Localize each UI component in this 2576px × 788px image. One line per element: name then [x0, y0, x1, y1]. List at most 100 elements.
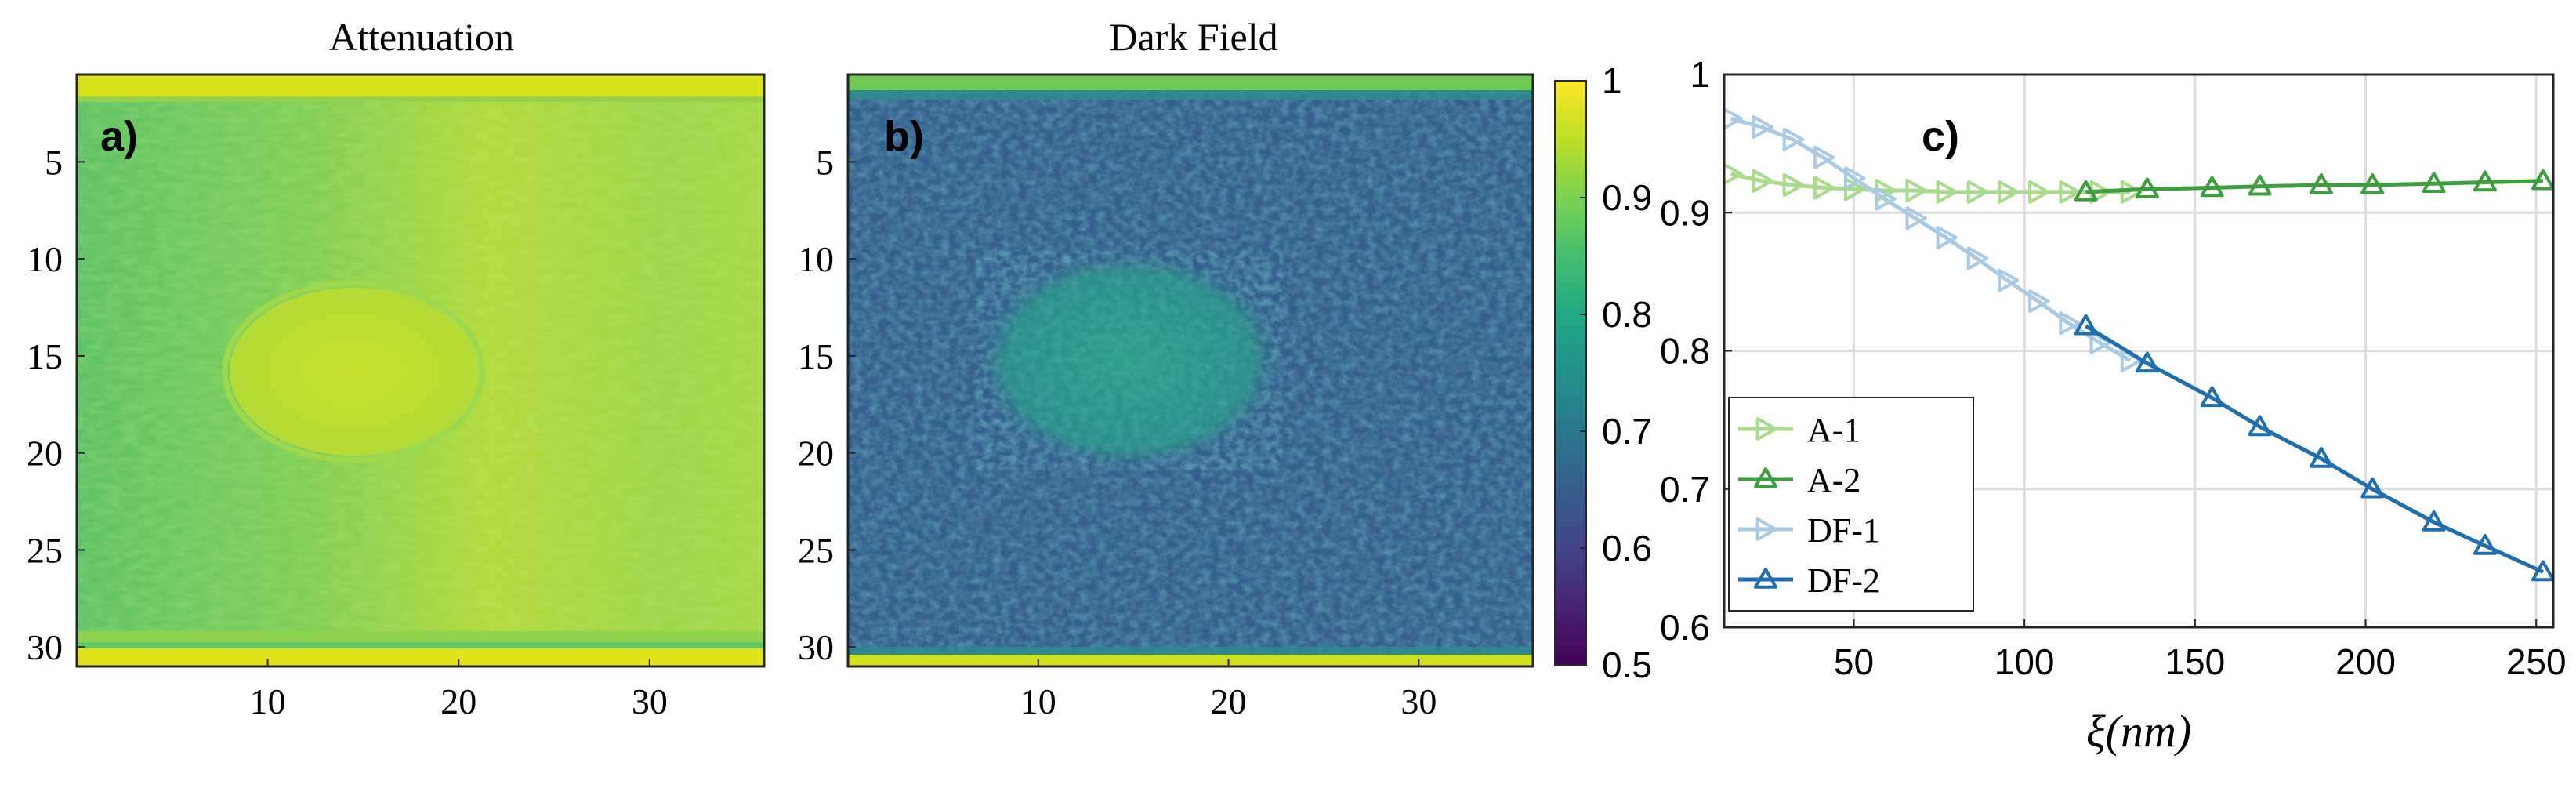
y-tick-label: 0.9: [1660, 192, 1710, 233]
panel-a-title: Attenuation: [329, 15, 514, 59]
panel-b-xtick-label: 10: [1020, 681, 1056, 721]
y-tick-label: 0.6: [1660, 607, 1710, 648]
data-point-df-2: [2200, 386, 2224, 408]
legend-label-df-2: DF-2: [1807, 561, 1880, 600]
data-point-a-1: [1724, 162, 1743, 186]
legend-marker-df-1: [1755, 517, 1777, 541]
chart-series: [1724, 107, 2553, 582]
data-point-a-1: [1813, 176, 1835, 200]
data-point-a-2: [2309, 173, 2333, 194]
panel-b-ytick-label: 20: [798, 434, 834, 474]
data-point-a-2: [2074, 180, 2098, 202]
series-line-a-2: [2085, 179, 2543, 194]
panel-b-label: b): [884, 113, 924, 160]
data-point-df-2: [2360, 477, 2385, 499]
panel-a-ytick-label: 5: [45, 142, 63, 182]
data-point-a-2: [2473, 170, 2497, 192]
data-point-df-2: [2531, 560, 2553, 582]
legend-label-a-2: A-2: [1807, 461, 1860, 499]
data-point-a-1: [2028, 180, 2050, 204]
panel-a-ytick-label: 20: [27, 434, 63, 474]
data-point-a-1: [2059, 180, 2081, 204]
panel-attenuation: Attenuation a) 10 20 30 5 10 15 20 25 30: [27, 15, 766, 721]
panel-a-frame: [75, 73, 766, 668]
x-tick-label: 250: [2506, 641, 2567, 682]
data-point-df-1: [2028, 289, 2050, 314]
legend-marker-a-1: [1755, 417, 1777, 441]
panel-a-label: a): [100, 113, 138, 160]
colorbar-tick-label: 0.6: [1602, 528, 1652, 568]
colorbar-tick-label: 1: [1602, 60, 1622, 101]
chart-legend: A-1 A-2 DF-1 DF-2: [1728, 397, 1974, 612]
panel-a-ytick-label: 15: [27, 336, 63, 376]
colorbar-ticks: 0.5 0.6 0.7 0.8 0.9 1: [1580, 60, 1652, 685]
panel-a-ytick-label: 25: [27, 530, 63, 570]
data-point-a-1: [1966, 180, 1989, 204]
legend-label-a-1: A-1: [1807, 411, 1860, 449]
x-axis-label: ξ(nm): [2086, 706, 2191, 757]
data-point-df-1: [1936, 225, 1958, 249]
data-point-a-1: [1936, 180, 1958, 204]
panel-b-ytick-label: 30: [798, 627, 834, 667]
data-point-df-1: [1966, 246, 1989, 271]
panel-b-xtick-label: 30: [1400, 681, 1437, 721]
panel-a-ytick-label: 30: [27, 627, 63, 667]
y-tick-label: 0.8: [1660, 331, 1710, 372]
colorbar: 0.5 0.6 0.7 0.8 0.9 1: [1554, 60, 1652, 685]
data-point-a-1: [1905, 179, 1927, 203]
data-point-a-2: [2135, 177, 2159, 199]
x-tick-label: 200: [2335, 641, 2396, 682]
panel-b-xtick-label: 20: [1211, 681, 1247, 721]
attenuation-image: [77, 74, 764, 666]
chart-axes: 50 100 150 200 250 0.6 0.7 0.8 0.9 1: [1660, 54, 2567, 682]
data-point-df-1: [1813, 145, 1835, 169]
data-point-a-2: [2531, 169, 2553, 191]
colorbar-tick-label: 0.7: [1602, 411, 1652, 452]
data-point-df-2: [2473, 534, 2497, 555]
data-point-a-2: [2422, 172, 2446, 193]
data-point-df-2: [2309, 446, 2333, 468]
legend-marker-df-2: [1754, 568, 1777, 589]
data-point-df-1: [1875, 187, 1897, 211]
data-point-df-2: [2248, 415, 2272, 437]
data-point-df-2: [2422, 510, 2446, 532]
data-point-df-1: [1782, 127, 1805, 151]
colorbar-tick-label: 0.5: [1602, 645, 1652, 685]
panel-b-ytick-label: 10: [798, 239, 834, 279]
data-point-df-1: [1997, 268, 2020, 292]
data-point-a-2: [2248, 174, 2272, 196]
colorbar-gradient: [1554, 80, 1587, 666]
panel-a-xtick-label: 10: [250, 681, 286, 721]
dark-field-image: [848, 74, 1533, 666]
panel-dark-field: Dark Field b) 10 20 30 5 10 15 20 25 30: [798, 15, 1534, 721]
data-point-df-1: [1844, 166, 1866, 191]
series-line-a-1: [1730, 172, 2131, 194]
panel-b-title: Dark Field: [1109, 15, 1277, 59]
panel-b-ytick-label: 15: [798, 336, 834, 376]
legend-label-df-1: DF-1: [1807, 511, 1880, 550]
panel-line-chart: 50 100 150 200 250 0.6 0.7 0.8 0.9 1 c) ξ(nm) A-1…: [1660, 54, 2567, 757]
data-point-df-2: [2074, 314, 2098, 336]
data-point-df-1: [1724, 107, 1743, 130]
panel-b-axes: 10 20 30 5 10 15 20 25 30: [798, 142, 1437, 721]
data-point-df-1: [2059, 311, 2081, 336]
data-point-df-2: [2135, 351, 2159, 373]
panel-a-ytick-label: 10: [27, 239, 63, 279]
x-tick-label: 150: [2165, 641, 2225, 682]
panel-a-xtick-label: 30: [632, 681, 668, 721]
data-point-a-1: [1782, 173, 1805, 197]
panel-b-ytick-label: 5: [816, 142, 834, 182]
data-point-df-1: [1752, 114, 1773, 139]
panel-b-ytick-label: 25: [798, 530, 834, 570]
y-tick-label: 0.7: [1660, 469, 1710, 510]
data-point-a-1: [1752, 169, 1773, 193]
y-tick-label: 1: [1690, 54, 1710, 95]
data-point-a-1: [1997, 180, 2020, 204]
data-point-a-2: [2200, 176, 2224, 198]
colorbar-tick-label: 0.9: [1602, 177, 1652, 218]
x-tick-label: 50: [1834, 641, 1874, 682]
x-tick-label: 100: [1994, 641, 2055, 682]
chart-label: c): [1922, 113, 1959, 160]
series-line-df-2: [2085, 324, 2544, 574]
